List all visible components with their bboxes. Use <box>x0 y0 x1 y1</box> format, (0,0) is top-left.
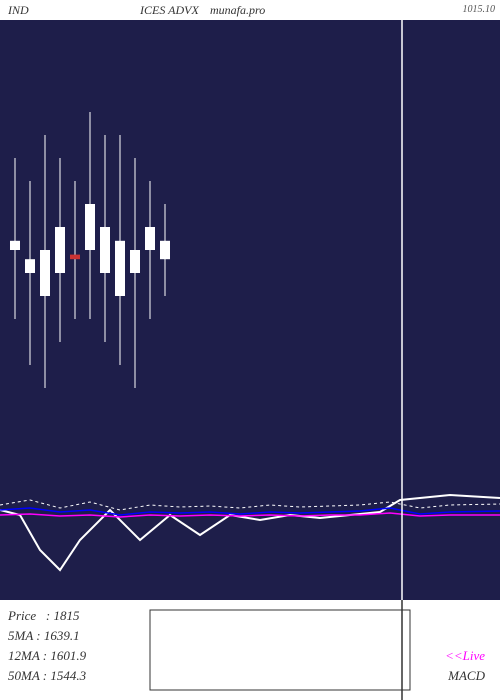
info-panel: Price : 1815 5MA : 1639.1 12MA : 1601.9 … <box>0 600 500 700</box>
symbol-label: IND <box>8 3 29 18</box>
indicator-label: MACD <box>448 668 485 684</box>
ma5-row: 5MA : 1639.1 <box>8 628 80 644</box>
candlestick-chart[interactable] <box>0 20 500 480</box>
main-chart-svg <box>0 20 500 480</box>
price-row: Price : 1815 <box>8 608 80 624</box>
macd-panel[interactable] <box>0 480 500 600</box>
price-display: 1015.10 <box>463 4 496 15</box>
macd-svg <box>0 480 500 600</box>
live-label: <<Live <box>445 648 485 664</box>
chart-container: IND ICES ADVX munafa.pro 1015.10 Price :… <box>0 0 500 700</box>
ma50-row: 50MA : 1544.3 <box>8 668 86 684</box>
chart-header: IND ICES ADVX munafa.pro 1015.10 <box>0 0 500 20</box>
ma12-row: 12MA : 1601.9 <box>8 648 86 664</box>
source-label: munafa.pro <box>210 3 265 18</box>
title-label: ICES ADVX <box>140 3 199 18</box>
